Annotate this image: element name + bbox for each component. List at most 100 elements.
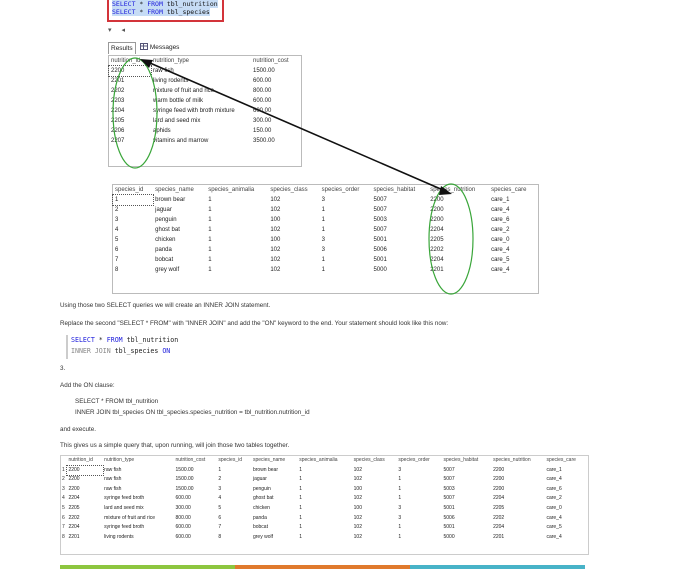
table-cell[interactable]: 1500.00: [253, 68, 275, 74]
table-cell[interactable]: 1: [208, 267, 212, 273]
table-cell[interactable]: 600.00: [175, 533, 191, 540]
table-cell[interactable]: 2200: [108, 65, 152, 77]
table-row[interactable]: 2 jaguar 1 102 1 5007 2200 care_4: [113, 205, 538, 215]
row-number[interactable]: 3: [62, 485, 65, 492]
table-cell[interactable]: 2200: [430, 197, 444, 203]
column-header[interactable]: nutrition_id: [68, 457, 93, 463]
table-cell[interactable]: care_4: [491, 207, 510, 213]
table-cell[interactable]: 2200: [66, 464, 105, 477]
table-cell[interactable]: 102: [270, 197, 281, 203]
column-header[interactable]: nutrition_id: [111, 58, 141, 64]
table-cell[interactable]: 2200: [430, 207, 444, 213]
column-header[interactable]: species_name: [252, 457, 286, 463]
column-header[interactable]: species_habitat: [443, 457, 479, 463]
table-cell[interactable]: 102: [270, 207, 281, 213]
table-cell[interactable]: raw fish: [104, 466, 122, 473]
table-cell[interactable]: 102: [353, 476, 362, 483]
table-cell[interactable]: 8: [115, 267, 119, 273]
row-number[interactable]: 6: [62, 514, 65, 521]
table-cell[interactable]: 2200: [430, 217, 444, 223]
table-cell[interactable]: ghost bat: [155, 227, 180, 233]
table-cell[interactable]: 300.00: [175, 504, 191, 511]
table-cell[interactable]: 6: [115, 247, 119, 253]
scroll-left-icon[interactable]: ◂: [121, 27, 125, 34]
table-row[interactable]: 1 brown bear 1 102 3 5007 2200 care_1: [111, 194, 538, 206]
table-cell[interactable]: raw fish: [104, 485, 122, 492]
table-cell[interactable]: 2204: [68, 495, 80, 502]
table-cell[interactable]: 2200: [493, 485, 505, 492]
table-cell[interactable]: 2: [218, 476, 222, 483]
table-cell[interactable]: 800.00: [253, 88, 272, 94]
table-cell[interactable]: 1: [299, 504, 302, 511]
table-cell[interactable]: 100: [270, 217, 281, 223]
table-cell[interactable]: bobcat: [155, 257, 174, 263]
table-cell[interactable]: penguin: [155, 217, 177, 223]
table-cell[interactable]: 1: [208, 247, 212, 253]
table-row[interactable]: 2206 aphids 150.00: [109, 126, 301, 136]
table-cell[interactable]: 1: [398, 524, 402, 531]
column-header[interactable]: species_animalia: [208, 187, 255, 193]
table-cell[interactable]: penguin: [252, 485, 271, 492]
table-cell[interactable]: 3: [321, 247, 326, 253]
table-cell[interactable]: mixture of fruit and rice: [104, 514, 156, 521]
table-cell[interactable]: 5000: [443, 533, 455, 540]
table-cell[interactable]: 1: [299, 514, 302, 521]
table-row[interactable]: 2207 vitamins and marrow 3500.00: [109, 136, 301, 146]
table-cell[interactable]: 5007: [373, 207, 387, 213]
table-cell[interactable]: care_4: [546, 533, 562, 540]
table-cell[interactable]: care_1: [546, 466, 562, 473]
table-cell[interactable]: 2201: [68, 533, 80, 540]
table-cell[interactable]: care_4: [491, 247, 510, 253]
column-header[interactable]: nutrition_type: [153, 58, 190, 64]
table-cell[interactable]: 5007: [373, 227, 387, 233]
table-cell[interactable]: care_1: [491, 197, 510, 203]
table-cell[interactable]: care_2: [546, 495, 562, 502]
table-cell[interactable]: 2204: [430, 227, 444, 233]
table-cell[interactable]: 2204: [111, 108, 125, 114]
table-cell[interactable]: 1: [208, 257, 212, 263]
column-header[interactable]: species_class: [270, 187, 308, 193]
table-cell[interactable]: 1: [208, 207, 212, 213]
table-cell[interactable]: 7: [218, 524, 222, 531]
table-row[interactable]: 6 panda 1 102 3 5006 2202 care_4: [113, 245, 538, 255]
table-cell[interactable]: 2205: [68, 504, 80, 511]
table-cell[interactable]: 600.00: [253, 78, 272, 84]
table-cell[interactable]: warm bottle of milk: [153, 98, 204, 104]
table-cell[interactable]: 3: [321, 197, 326, 203]
table-cell[interactable]: 1: [299, 533, 302, 540]
row-number[interactable]: 2: [62, 476, 65, 483]
table-cell[interactable]: syringe feed broth: [104, 524, 145, 531]
table-cell[interactable]: 7: [115, 257, 119, 263]
table-cell[interactable]: 5006: [373, 247, 387, 253]
column-header[interactable]: nutrition_cost: [253, 58, 289, 64]
table-cell[interactable]: 102: [353, 533, 362, 540]
table-cell[interactable]: 2202: [430, 247, 444, 253]
table-cell[interactable]: 102: [353, 514, 362, 521]
table-cell[interactable]: 1500.00: [175, 485, 194, 492]
table-row[interactable]: 4 ghost bat 1 102 1 5007 2204 care_2: [113, 225, 538, 235]
table-cell[interactable]: 2202: [111, 88, 125, 94]
table-row[interactable]: 2202 mixture of fruit and rice 800.00: [109, 86, 301, 96]
table-cell[interactable]: 3: [321, 237, 326, 243]
table-row[interactable]: 5 2205 lard and seed mix 300.00 5 chicken 1 100…: [61, 504, 588, 514]
table-cell[interactable]: 102: [353, 466, 362, 473]
row-number[interactable]: 1: [62, 466, 65, 473]
table-cell[interactable]: 1: [398, 476, 402, 483]
table-cell[interactable]: 102: [270, 267, 281, 273]
column-header[interactable]: species_id: [218, 457, 242, 463]
table-cell[interactable]: care_4: [546, 514, 562, 521]
column-header[interactable]: species_nutrition: [493, 457, 531, 463]
column-header[interactable]: species_care: [491, 187, 527, 193]
table-row[interactable]: 2 2200 raw fish 1500.00 2 jaguar 1 102 1 5007 2200…: [61, 475, 588, 485]
table-cell[interactable]: 8: [218, 533, 222, 540]
table-row[interactable]: 5 chicken 1 100 3 5001 2205 care_0: [113, 235, 538, 245]
table-row[interactable]: 3 2200 raw fish 1500.00 3 penguin 1 100 1 5003 220…: [61, 485, 588, 495]
table-cell[interactable]: 1: [321, 207, 326, 213]
table-cell[interactable]: 1: [299, 524, 302, 531]
table-cell[interactable]: syringe feed broth: [104, 495, 145, 502]
table-cell[interactable]: 1: [321, 267, 326, 273]
table-cell[interactable]: 2205: [493, 504, 505, 511]
column-header[interactable]: nutrition_cost: [175, 457, 206, 463]
table-cell[interactable]: 2201: [430, 267, 444, 273]
table-cell[interactable]: 2204: [493, 495, 505, 502]
